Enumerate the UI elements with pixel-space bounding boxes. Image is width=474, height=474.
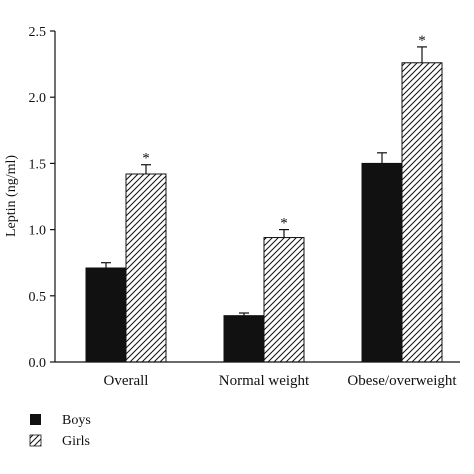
category-label: Obese/overweight: [347, 373, 457, 389]
y-tick-label: 1.5: [29, 157, 47, 172]
category-label: Normal weight: [219, 373, 310, 389]
y-axis-title: Leptin (ng/ml): [4, 155, 19, 237]
legend: Boys Girls: [29, 413, 91, 449]
legend-swatch-boys: [30, 414, 41, 425]
significance-marker: *: [142, 151, 150, 167]
y-tick-label: 2.5: [29, 25, 47, 40]
significance-marker: *: [280, 216, 288, 232]
bar-boys: [223, 315, 265, 363]
legend-label-girls: Girls: [62, 434, 90, 449]
y-tick-label: 0.5: [29, 290, 47, 305]
legend-swatch-girls: [29, 434, 42, 447]
bars: * * *: [85, 33, 443, 363]
bar-girls: [125, 173, 167, 363]
bar-girls: [401, 62, 443, 363]
bar-girls: [263, 237, 305, 363]
bar-boys: [85, 267, 127, 363]
y-tick-label: 0.0: [29, 356, 47, 371]
bar-boys: [361, 162, 403, 363]
y-tick-label: 2.0: [29, 91, 47, 106]
significance-marker: *: [418, 33, 426, 49]
category-labels: Overall Normal weight Obese/overweight: [104, 373, 458, 389]
legend-label-boys: Boys: [62, 413, 91, 428]
y-tick-label: 1.0: [29, 224, 47, 239]
category-label: Overall: [104, 373, 149, 389]
y-ticks: 0.0 0.5 1.0 1.5 2.0 2.5: [29, 25, 55, 371]
